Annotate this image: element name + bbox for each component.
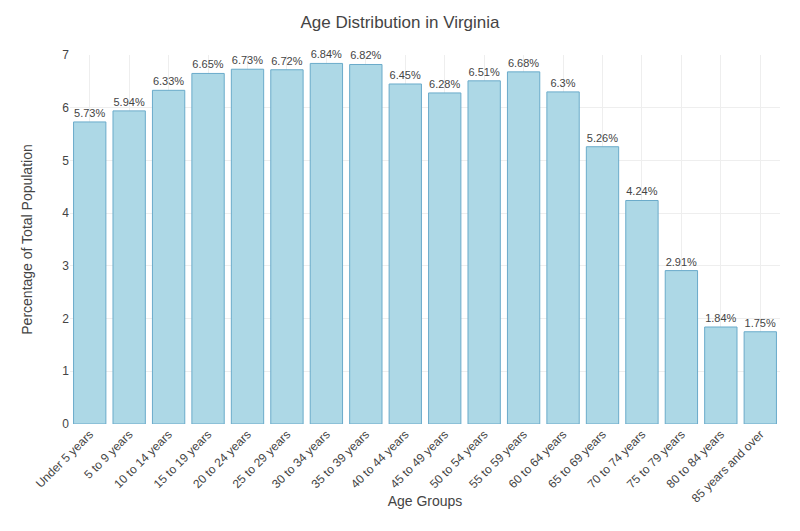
svg-text:1.84%: 1.84%	[705, 312, 736, 324]
svg-text:4.24%: 4.24%	[626, 185, 657, 197]
svg-text:25 to 29 years: 25 to 29 years	[230, 427, 294, 491]
svg-text:75 to 79 years: 75 to 79 years	[624, 427, 688, 491]
svg-text:10 to 14 years: 10 to 14 years	[111, 427, 175, 491]
svg-text:80 to 84 years: 80 to 84 years	[664, 427, 728, 491]
svg-text:40 to 44 years: 40 to 44 years	[348, 427, 412, 491]
svg-text:6.72%: 6.72%	[271, 55, 302, 67]
svg-text:30 to 34 years: 30 to 34 years	[269, 427, 333, 491]
svg-text:5 to 9 years: 5 to 9 years	[81, 427, 135, 481]
svg-text:6.51%: 6.51%	[468, 66, 499, 78]
svg-text:7: 7	[62, 48, 69, 62]
svg-text:2.91%: 2.91%	[666, 256, 697, 268]
svg-text:Percentage of Total Population: Percentage of Total Population	[19, 144, 35, 334]
svg-text:6.3%: 6.3%	[550, 77, 575, 89]
svg-text:Age Groups: Age Groups	[388, 493, 463, 509]
svg-text:Under 5 years: Under 5 years	[33, 427, 96, 490]
svg-text:6.45%: 6.45%	[390, 69, 421, 81]
svg-text:6: 6	[62, 101, 69, 115]
svg-text:60 to 64 years: 60 to 64 years	[506, 427, 570, 491]
svg-text:1: 1	[62, 364, 69, 378]
svg-text:6.82%: 6.82%	[350, 49, 381, 61]
svg-text:5: 5	[62, 154, 69, 168]
svg-text:50 to 54 years: 50 to 54 years	[427, 427, 491, 491]
svg-text:4: 4	[62, 206, 69, 220]
svg-text:70 to 74 years: 70 to 74 years	[585, 427, 649, 491]
svg-text:6.73%: 6.73%	[232, 54, 263, 66]
svg-text:5.73%: 5.73%	[74, 107, 105, 119]
svg-text:6.68%: 6.68%	[508, 57, 539, 69]
svg-text:35 to 39 years: 35 to 39 years	[309, 427, 373, 491]
svg-text:85 years and over: 85 years and over	[689, 427, 767, 505]
svg-text:20 to 24 years: 20 to 24 years	[190, 427, 254, 491]
svg-text:6.33%: 6.33%	[153, 75, 184, 87]
svg-text:6.84%: 6.84%	[311, 48, 342, 60]
svg-text:2: 2	[62, 312, 69, 326]
svg-text:1.75%: 1.75%	[745, 317, 776, 329]
svg-text:6.28%: 6.28%	[429, 78, 460, 90]
svg-text:0: 0	[62, 417, 69, 431]
svg-text:15 to 19 years: 15 to 19 years	[151, 427, 215, 491]
svg-text:45 to 49 years: 45 to 49 years	[387, 427, 451, 491]
svg-text:3: 3	[62, 259, 69, 273]
svg-text:55 to 59 years: 55 to 59 years	[466, 427, 530, 491]
svg-text:5.26%: 5.26%	[587, 132, 618, 144]
svg-text:65 to 69 years: 65 to 69 years	[545, 427, 609, 491]
svg-text:6.65%: 6.65%	[192, 58, 223, 70]
svg-text:5.94%: 5.94%	[113, 96, 144, 108]
svg-text:Age Distribution in Virginia: Age Distribution in Virginia	[300, 13, 500, 32]
